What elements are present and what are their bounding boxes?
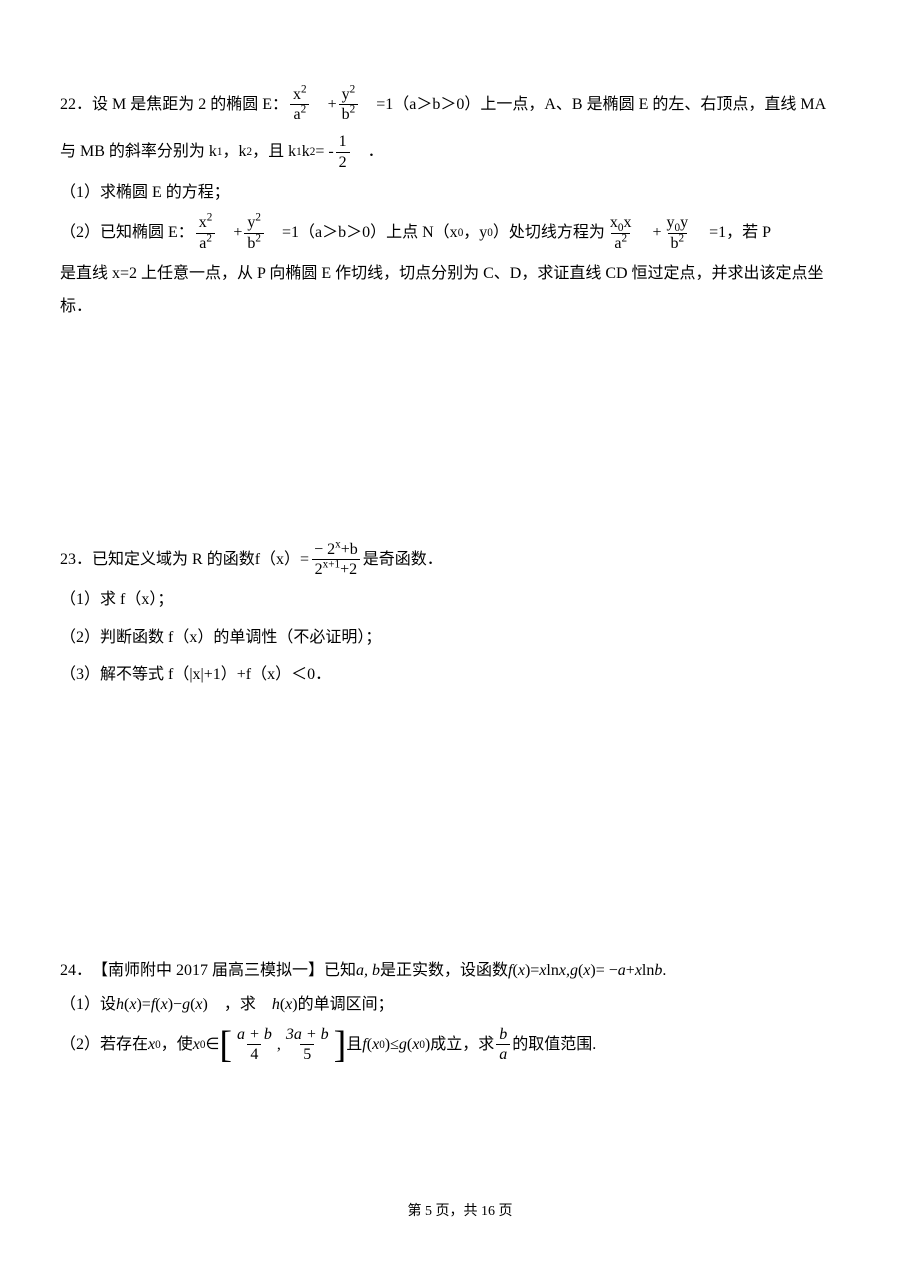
q24-part2: （2）若存在 x0 ，使 x0 ∈ [ a + b 4 , 3a + b 5 ]… xyxy=(60,1025,860,1064)
problem-22: 22． 设 M 是焦距为 2 的椭圆 E： x2 a2 + y2 b2 =1（a… xyxy=(60,85,860,320)
page-current: 5 xyxy=(425,1204,432,1219)
q22-line2: 与 MB 的斜率分别为 k1 ，k2 ，且 k1 k2 = - 1 2 ． xyxy=(60,132,860,171)
page-total: 16 xyxy=(481,1204,495,1219)
left-bracket-icon: [ xyxy=(219,1026,232,1064)
q24-number: 24． xyxy=(60,958,92,984)
q23-part3: （3）解不等式 f（|x|+1）+f（x）＜0． xyxy=(60,662,860,688)
q24-line1: 24． 【南师附中 2017 届高三模拟一】已知 a, b 是正实数，设函数 f… xyxy=(60,958,860,984)
interval-bracket: [ a + b 4 , 3a + b 5 ] xyxy=(219,1025,346,1064)
problem-23: 23． 已知定义域为 R 的函数 f（x）= − 2x+b 2x+1+2 是奇函… xyxy=(60,540,860,688)
q22-text: 设 M 是焦距为 2 的椭圆 E： xyxy=(92,92,288,118)
q23-part1: （1）求 f（x）； xyxy=(60,587,860,613)
q22-line5: 标． xyxy=(60,294,860,320)
q24-part1: （1）设 h (x) = f (x) − g (x) ，求 h (x) 的单调区… xyxy=(60,992,860,1018)
fraction-b-a: b a xyxy=(496,1025,510,1064)
q23-line1: 23． 已知定义域为 R 的函数 f（x）= − 2x+b 2x+1+2 是奇函… xyxy=(60,540,860,579)
fraction-y0y-b2: y0y b2 xyxy=(664,213,692,252)
fraction-x0x-a2: x0x a2 xyxy=(607,213,635,252)
q22-number: 22． xyxy=(60,92,92,118)
fraction-y2-b2: y2 b2 xyxy=(244,213,264,252)
q22-part1: （1）求椭圆 E 的方程； xyxy=(60,180,860,206)
q23-part2: （2）判断函数 f（x）的单调性（不必证明）； xyxy=(60,625,860,651)
fraction-1-2: 1 2 xyxy=(336,132,350,171)
q22-text: =1（a＞b＞0）上一点，A、B 是椭圆 E 的左、右顶点，直线 MA xyxy=(360,92,826,118)
fraction-x2-a2: x2 a2 xyxy=(290,85,310,124)
q22-line4: 是直线 x=2 上任意一点，从 P 向椭圆 E 作切线，切点分别为 C、D，求证… xyxy=(60,261,860,287)
q22-line3: （2）已知椭圆 E： x2 a2 + y2 b2 =1（a＞b＞0）上点 N（x… xyxy=(60,213,860,252)
fraction-fx: − 2x+b 2x+1+2 xyxy=(311,540,361,579)
plus-sign: + xyxy=(312,92,337,118)
fraction-y2-b2: y2 b2 xyxy=(339,85,359,124)
right-bracket-icon: ] xyxy=(334,1026,347,1064)
q22-line1: 22． 设 M 是焦距为 2 的椭圆 E： x2 a2 + y2 b2 =1（a… xyxy=(60,85,860,124)
page-footer: 第 5 页，共 16 页 xyxy=(0,1201,920,1223)
problem-24: 24． 【南师附中 2017 届高三模拟一】已知 a, b 是正实数，设函数 f… xyxy=(60,958,860,1065)
q23-number: 23． xyxy=(60,547,92,573)
fraction-x2-a2: x2 a2 xyxy=(196,213,216,252)
